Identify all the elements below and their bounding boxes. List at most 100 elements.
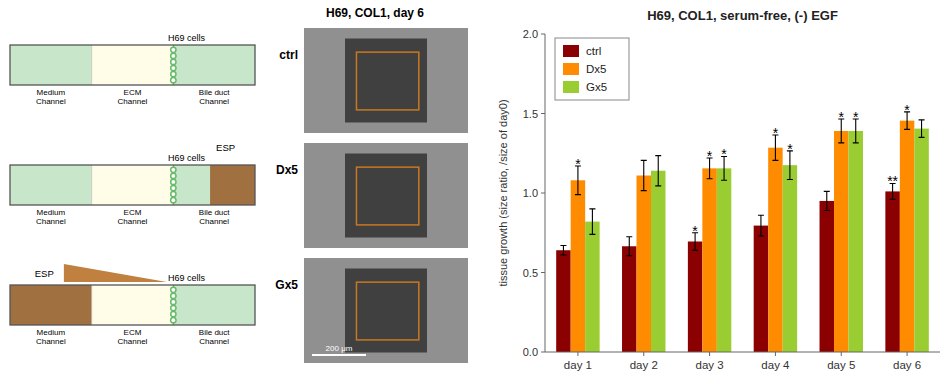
x-tick-label: day 1 [564,359,592,371]
significance-star: * [853,109,859,125]
bar [768,148,782,352]
y-tick [541,272,545,273]
x-tick-label: day 3 [696,359,724,371]
x-tick [841,352,842,356]
cell [170,46,177,53]
error-bar [626,237,632,256]
label-line: Medium [37,88,66,97]
gradient-triangle [64,264,167,282]
y-tick-label: 1.5 [523,108,538,120]
significance-star: * [575,156,581,172]
significance-star: * [692,223,698,239]
cell-mass [345,39,427,123]
bile-duct-channel [173,285,255,325]
label-line: Channel [118,337,148,346]
diagram-border [10,285,255,325]
y-tick-label: 1.0 [523,187,538,199]
bar [637,176,651,352]
bar [702,168,716,352]
bar [585,222,599,352]
label-line: Medium [37,328,66,337]
label-line: ECM [124,88,142,97]
channel-label: ECMChannel [118,328,148,346]
channel-label: Bile ductChannel [199,328,230,346]
significance-star: * [707,148,713,164]
cell [170,65,177,72]
y-tick [541,113,545,114]
x-tick [577,352,578,356]
row-label: Gx5 [275,278,298,292]
bar [834,131,848,352]
error-bar [641,160,647,190]
bar [783,165,797,352]
separator-line [91,165,92,205]
label-line: Channel [199,217,229,226]
cell [170,292,177,299]
cell [170,185,177,192]
bar [914,129,928,352]
cell [170,52,177,59]
bar [885,191,899,352]
cell-mass [345,154,427,238]
bar-chart: H69, COL1, serum-free, (-) EGF tissue gro… [497,8,940,371]
legend-swatch [563,63,579,75]
error-bar [824,191,830,210]
cell-center [171,66,175,70]
chart-title: H69, COL1, serum-free, (-) EGF [647,8,838,23]
bile-duct-channel [173,165,255,205]
x-axis-line [545,352,940,353]
x-tick [643,352,644,356]
channel-diagram: H69 cellsMediumChannelECMChannelBile duc… [10,33,255,106]
image-background [304,28,468,133]
bile-duct-channel [173,45,255,85]
label-line: Bile duct [199,328,230,337]
cell-center [171,78,175,82]
x-tick-label: day 4 [761,359,790,371]
label-line: Channel [199,337,229,346]
scale-bar [312,354,366,356]
significance-star: * [904,102,910,118]
cell [170,197,177,204]
bar [688,241,702,352]
x-tick-label: day 6 [893,359,921,371]
y-axis-line [545,34,546,352]
y-axis-label: tissue growth (size ratio, /size of day0… [497,99,509,286]
row-label: Dx5 [276,163,298,177]
measure-box [356,52,418,110]
legend: ctrlDx5Gx5 [555,38,629,100]
channel-label: Bile ductChannel [199,208,230,226]
significance-star: * [787,141,793,157]
label-line: Channel [36,217,66,226]
x-tick [709,352,710,356]
ecm-channel [92,45,174,85]
image-background [304,258,468,363]
label-line: Channel [199,97,229,106]
cell-center [171,198,175,202]
cell [170,59,177,66]
bar [820,201,834,352]
channel-label: ECMChannel [118,88,148,106]
x-tick-label: day 2 [630,359,658,371]
medium-channel [10,165,92,205]
cell-center [171,60,175,64]
diagram-border [10,45,255,85]
diagram-border [10,165,255,205]
esp-block [10,285,92,325]
ecm-channel [92,285,174,325]
cell-center [171,54,175,58]
y-tick [541,34,545,35]
label-line: Channel [36,97,66,106]
cell [170,172,177,179]
label-line: Bile duct [199,88,230,97]
image-background [304,143,468,248]
legend-swatch [563,81,579,93]
error-bar [589,209,595,234]
cell-center [171,186,175,190]
cell [170,299,177,306]
label-line: ECM [124,208,142,217]
figure: H69 cellsMediumChannelECMChannelBile duc… [0,0,952,387]
bar [622,246,636,352]
panel-title: H69, COL1, day 6 [326,6,424,20]
cell-center [171,174,175,178]
cell-mass [345,269,427,353]
